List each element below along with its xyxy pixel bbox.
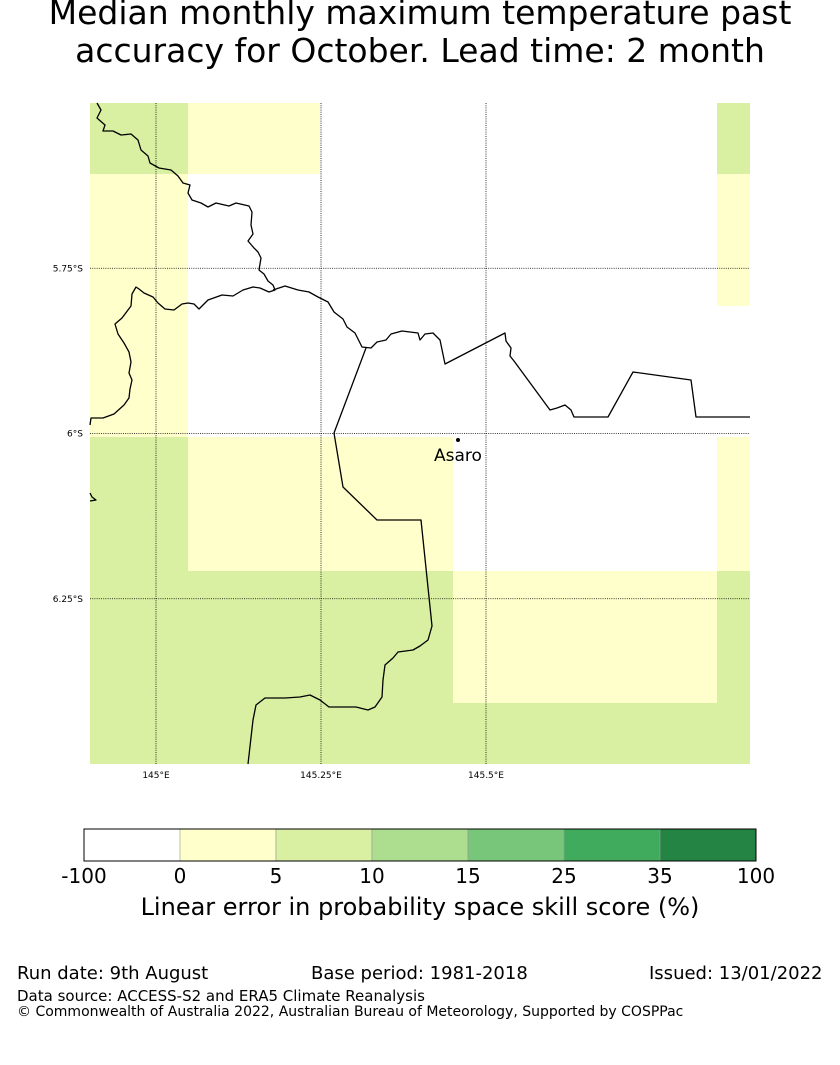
grid-cell (90, 306, 188, 437)
grid-cell (453, 437, 585, 571)
chart-title-line-1: Median monthly maximum temperature past (48, 0, 792, 32)
grid-cell (320, 703, 453, 764)
run-date: Run date: 9th August (17, 963, 209, 984)
colorbar-swatch (563, 828, 661, 862)
copyright: © Commonwealth of Australia 2022, Austra… (17, 1004, 684, 1020)
province-boundary-south (247, 347, 433, 765)
grid-cell (585, 437, 717, 571)
colorbar-tick-label: 0 (173, 864, 187, 888)
grid-cell (717, 437, 750, 571)
colorbar (83, 828, 757, 862)
chart-title: Median monthly maximum temperature past … (0, 0, 840, 70)
grid-cell (585, 306, 717, 437)
town-label: Asaro (434, 446, 482, 466)
colorbar-tick-label: 35 (647, 864, 673, 888)
latitude-label: 6°S (67, 430, 83, 440)
grid-cell (320, 437, 453, 571)
province-boundary-north (89, 102, 276, 426)
coastline-borders (89, 102, 750, 765)
grid-cell (188, 174, 320, 306)
town-dot (456, 438, 460, 442)
grid-cell (90, 174, 188, 306)
chart-title-line-2: accuracy for October. Lead time: 2 month (75, 31, 765, 70)
longitude-label: 145.25°E (300, 771, 342, 781)
colorbar-swatch (659, 828, 757, 862)
colorbar-swatch (467, 828, 565, 862)
grid-cell (188, 571, 320, 703)
colorbar-swatch (179, 828, 277, 862)
colorbar-tick-label: 15 (455, 864, 481, 888)
issued-date: Issued: 13/01/2022 (649, 963, 823, 984)
grid-cell (717, 306, 750, 437)
grid-cell (717, 571, 750, 703)
colorbar-tick-label: 25 (551, 864, 577, 888)
longitude-label: 145°E (142, 771, 170, 781)
grid-cell (585, 174, 717, 306)
town-marker: Asaro (434, 438, 482, 466)
base-period: Base period: 1981-2018 (311, 963, 528, 984)
colorbar-swatch (371, 828, 469, 862)
province-boundary-east (272, 285, 750, 418)
graticule-labels: 5.75°S 6°S 6.25°S 145°E 145.25°E 145.5°E (53, 264, 505, 781)
colorbar-swatch (84, 829, 180, 861)
longitude-label: 145.5°E (468, 771, 504, 781)
grid-cell (453, 103, 585, 174)
grid-cell (453, 703, 585, 764)
grid-cell (90, 571, 188, 703)
grid-cell (188, 306, 320, 437)
grid-cell (90, 703, 188, 764)
latitude-label: 5.75°S (53, 264, 84, 274)
grid-cell (717, 174, 750, 306)
grid-cell (585, 103, 717, 174)
grid-cell (453, 571, 717, 703)
grid-cell (320, 174, 453, 306)
grid-cell (320, 306, 453, 437)
colorbar-tick-label: 10 (359, 864, 385, 888)
grid-cell (585, 703, 717, 764)
coast-fragment (89, 492, 97, 502)
colorbar-frame (83, 828, 757, 862)
grid-cell (453, 174, 585, 306)
colorbar-tick-label: 5 (269, 864, 283, 888)
grid-cell (320, 571, 453, 703)
grid-cell (717, 103, 750, 174)
grid-cell (717, 703, 750, 764)
grid-cell (320, 103, 453, 174)
data-source: Data source: ACCESS-S2 and ERA5 Climate … (17, 987, 425, 1005)
graticule (90, 103, 750, 764)
latitude-label: 6.25°S (53, 595, 84, 605)
grid-cell (188, 437, 320, 571)
grid-cell (188, 103, 320, 174)
colorbar-tick-label: 100 (736, 864, 776, 888)
colorbar-swatch (275, 828, 373, 862)
grid-cell (90, 103, 188, 174)
skill-score-map: 5.75°S 6°S 6.25°S 145°E 145.25°E 145.5°E Asar… (53, 102, 750, 781)
grid-cell (453, 306, 585, 437)
colorbar-title: Linear error in probability space skill … (140, 893, 700, 921)
colorbar-tick-label: -100 (61, 864, 107, 888)
grid-cell (90, 437, 188, 571)
